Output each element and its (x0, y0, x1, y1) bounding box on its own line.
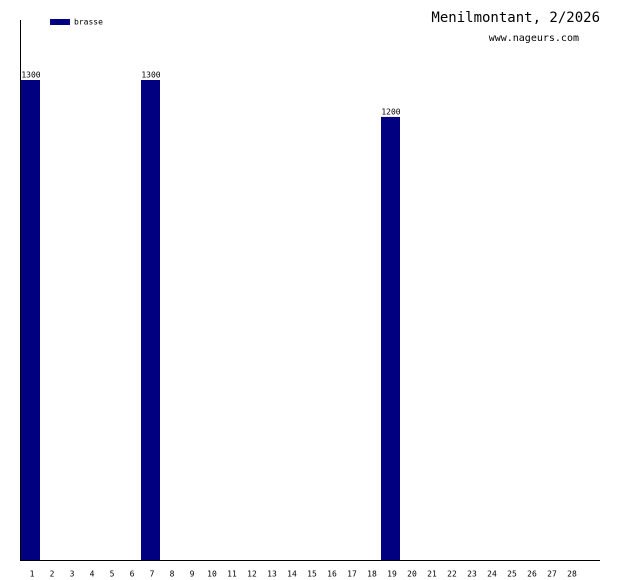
bar (381, 116, 400, 560)
x-tick-label: 25 (507, 570, 517, 579)
x-tick-label: 4 (90, 570, 95, 579)
x-tick-label: 12 (247, 570, 257, 579)
value-label: 1200 (381, 107, 400, 116)
x-tick-label: 1 (30, 570, 35, 579)
bar (141, 80, 160, 560)
x-tick-label: 17 (347, 570, 357, 579)
x-tick-label: 15 (307, 570, 317, 579)
x-tick-label: 26 (527, 570, 537, 579)
chart-title: Menilmontant, 2/2026 (431, 10, 600, 26)
chart-subtitle: www.nageurs.com (489, 33, 579, 44)
legend-swatch (50, 19, 70, 25)
x-tick-label: 3 (70, 570, 75, 579)
x-tick-label: 9 (190, 570, 195, 579)
x-tick-label: 5 (110, 570, 115, 579)
x-tick-label: 22 (447, 570, 457, 579)
x-tick-label: 16 (327, 570, 337, 579)
x-tick-label: 24 (487, 570, 497, 579)
value-label: 1300 (141, 71, 160, 80)
x-tick-label: 21 (427, 570, 437, 579)
value-label: 1300 (21, 71, 40, 80)
x-tick-label: 7 (150, 570, 155, 579)
x-tick-label: 19 (387, 570, 397, 579)
x-tick-label: 8 (170, 570, 175, 579)
x-tick-label: 13 (267, 570, 277, 579)
x-tick-label: 27 (547, 570, 557, 579)
x-tick-label: 2 (50, 570, 55, 579)
x-tick-label: 23 (467, 570, 477, 579)
x-tick-label: 28 (567, 570, 577, 579)
x-tick-label: 11 (227, 570, 237, 579)
x-tick-label: 10 (207, 570, 217, 579)
legend-label: brasse (74, 18, 103, 27)
bar (21, 80, 40, 560)
x-tick-label: 20 (407, 570, 417, 579)
x-tick-label: 18 (367, 570, 377, 579)
x-tick-label: 6 (130, 570, 135, 579)
x-tick-label: 14 (287, 570, 297, 579)
